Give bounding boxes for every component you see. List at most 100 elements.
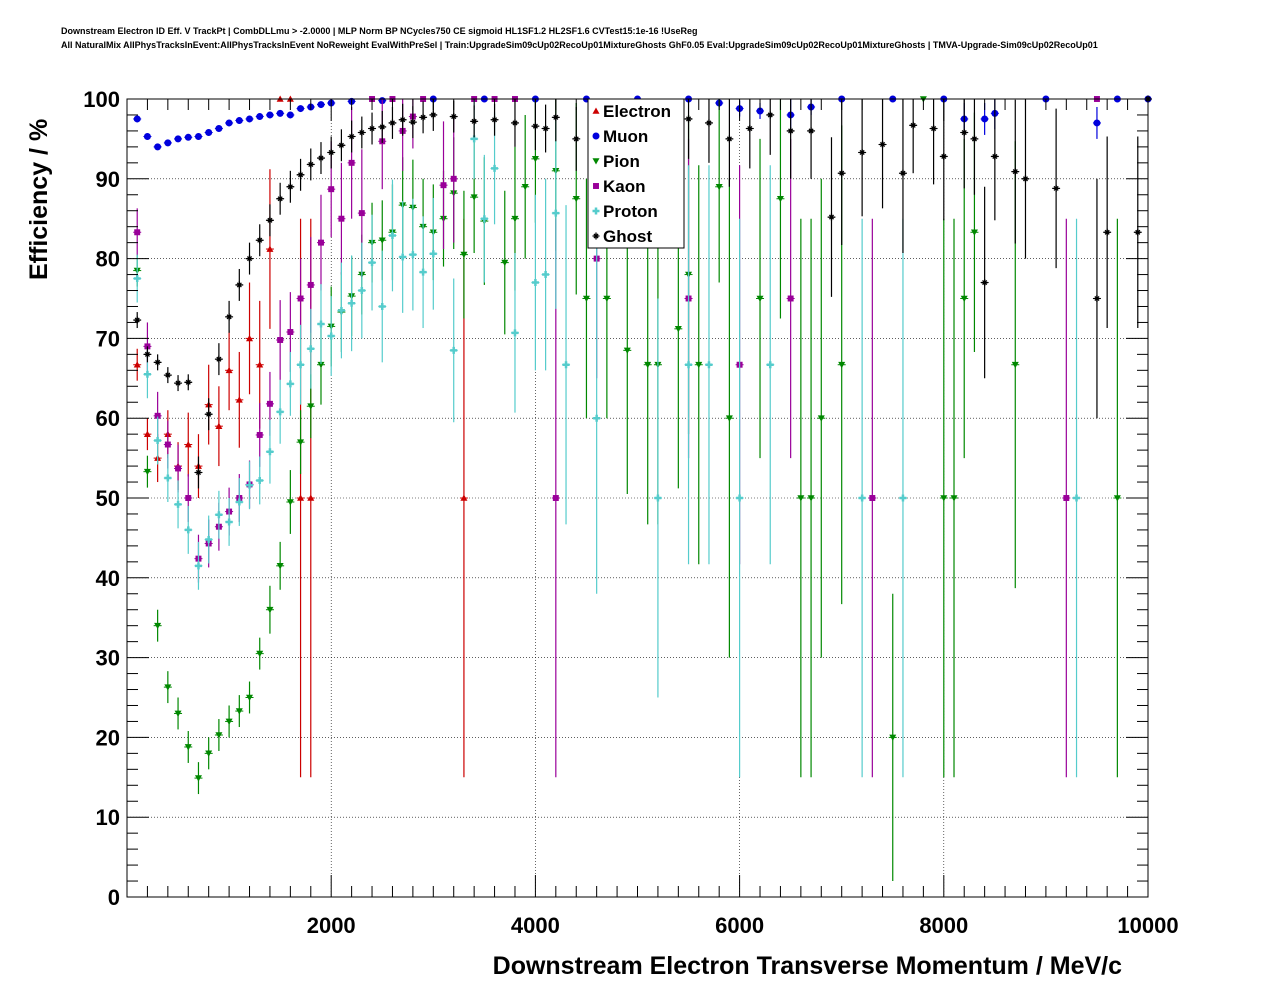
x-tick-label: 2000 [307, 913, 356, 938]
data-point [817, 415, 825, 422]
data-point [174, 710, 182, 717]
data-point [756, 295, 764, 302]
data-point [531, 122, 539, 130]
data-point [450, 113, 458, 121]
data-point [970, 135, 978, 143]
data-point [338, 215, 345, 222]
legend-marker-pion [592, 158, 600, 165]
data-point [511, 329, 519, 337]
data-point [460, 494, 468, 501]
data-point [440, 182, 447, 189]
data-point [480, 215, 488, 223]
data-point [225, 366, 233, 374]
data-point [277, 337, 284, 343]
data-series [133, 95, 1152, 882]
data-point [143, 133, 151, 141]
data-point [797, 495, 805, 502]
data-point [215, 732, 223, 739]
data-point [297, 439, 305, 446]
data-point [154, 143, 162, 151]
data-point [460, 251, 468, 259]
legend-label-muon: Muon [603, 127, 648, 146]
data-point [358, 129, 366, 137]
data-point [133, 316, 141, 324]
data-point [143, 370, 151, 378]
data-point [552, 209, 560, 217]
series-pion [133, 96, 1122, 882]
data-point [337, 141, 345, 149]
data-point [184, 744, 192, 751]
data-point [725, 135, 733, 143]
data-point [940, 495, 948, 502]
data-point [807, 495, 815, 502]
chart-title-line1: Downstream Electron ID Eff. V TrackPt | … [61, 26, 698, 36]
data-point [491, 116, 499, 124]
data-point [194, 775, 202, 782]
data-point [552, 113, 560, 121]
y-tick-label: 40 [96, 566, 120, 591]
x-tick-label: 10000 [1117, 913, 1178, 938]
data-point [715, 183, 723, 191]
data-point [215, 511, 223, 519]
data-point [184, 441, 192, 448]
data-point [419, 113, 427, 121]
legend-label-electron: Electron [603, 102, 671, 121]
data-point [603, 295, 611, 302]
data-point [531, 279, 539, 287]
data-point [378, 302, 386, 310]
legend-label-ghost: Ghost [603, 227, 652, 246]
data-point [307, 403, 315, 410]
data-point [552, 495, 559, 501]
data-point [705, 119, 713, 127]
data-point [184, 133, 192, 141]
data-point [174, 135, 182, 143]
data-point [318, 239, 324, 246]
data-point [266, 245, 274, 252]
legend-marker-proton [592, 207, 600, 215]
data-point [235, 708, 243, 715]
data-point [429, 111, 437, 119]
data-point [205, 535, 213, 543]
data-point [205, 750, 213, 757]
data-point [981, 279, 989, 287]
data-point [256, 431, 263, 438]
data-point [562, 361, 570, 369]
data-point [286, 111, 294, 119]
legend-marker-muon [592, 132, 600, 140]
data-point [328, 186, 335, 193]
data-point [133, 115, 141, 123]
data-point [1052, 184, 1060, 192]
legend: Electron Muon Pion Kaon Proton Ghost [587, 98, 685, 249]
data-point [695, 361, 703, 369]
data-point [256, 650, 264, 658]
data-point [317, 361, 325, 369]
data-point [593, 414, 601, 422]
y-tick-label: 0 [108, 885, 120, 910]
data-point [899, 169, 907, 177]
legend-label-proton: Proton [603, 202, 658, 221]
y-tick-label: 90 [96, 167, 120, 192]
data-point [572, 195, 580, 203]
data-point [154, 412, 161, 419]
x-tick-label: 4000 [511, 913, 560, 938]
x-axis-label: Downstream Electron Transverse Momentum … [493, 952, 1122, 980]
data-point [276, 408, 284, 416]
data-point [909, 121, 917, 129]
data-point [531, 156, 539, 163]
data-point [266, 400, 273, 407]
data-point [286, 380, 294, 388]
data-point [164, 684, 172, 691]
y-tick-label: 60 [96, 406, 120, 431]
data-point [572, 135, 580, 143]
data-point [307, 160, 315, 168]
x-tick-label: 6000 [715, 913, 764, 938]
data-point [981, 115, 989, 123]
data-point [399, 116, 407, 124]
data-point [899, 494, 907, 502]
data-point [409, 118, 417, 126]
data-point [358, 210, 365, 217]
legend-marker-ghost [592, 232, 600, 240]
data-point [256, 361, 264, 368]
chart-title-line2: All NaturalMix AllPhysTracksInEvent:AllP… [61, 40, 1098, 50]
